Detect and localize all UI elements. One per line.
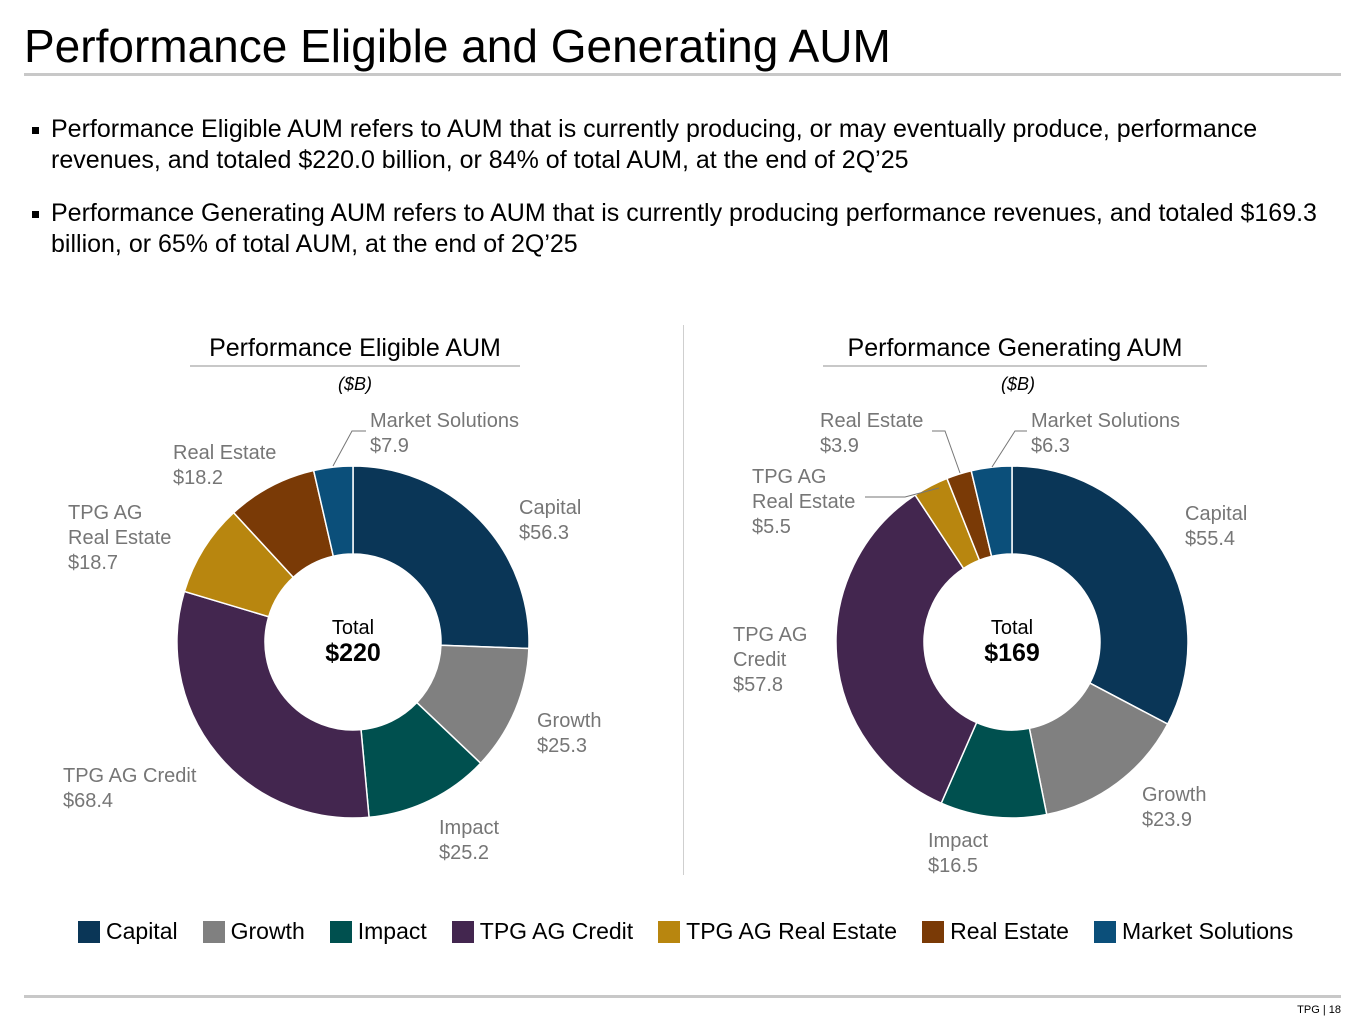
title-divider bbox=[24, 73, 1341, 76]
chart-title-eligible: Performance Eligible AUM bbox=[209, 334, 501, 362]
page-footer: TPG | 18 bbox=[1297, 1004, 1341, 1016]
center-label-generating: Total bbox=[991, 617, 1033, 639]
chart-title-generating: Performance Generating AUM bbox=[847, 334, 1183, 362]
legend-label-capital: Capital bbox=[106, 918, 178, 944]
legend-item-impact: Impact bbox=[329, 918, 427, 945]
legend-label-real-estate: Real Estate bbox=[950, 918, 1069, 944]
legend-swatch-market-solutions bbox=[1093, 920, 1116, 943]
chart-title-rule-eligible bbox=[190, 365, 520, 367]
page-title: Performance Eligible and Generating AUM bbox=[24, 20, 891, 72]
slice-label-eligible-real-estate: Real Estate $18.2 bbox=[173, 442, 276, 489]
donut-slice-generating-tpg-ag-credit bbox=[835, 494, 978, 805]
donut-slice-generating-growth bbox=[1028, 682, 1169, 816]
leader-line-generating-market-solutions bbox=[991, 430, 1027, 468]
donut-slice-generating-capital bbox=[1011, 465, 1189, 726]
donut-slice-eligible-tpg-ag-credit bbox=[176, 590, 370, 819]
slice-label-eligible-tpg-ag-credit: TPG AG Credit $68.4 bbox=[63, 765, 197, 812]
leader-line-generating-tpg-ag-real-estate bbox=[865, 487, 940, 498]
legend-swatch-capital bbox=[78, 920, 100, 943]
legend-label-tpg-ag-credit: TPG AG Credit bbox=[479, 918, 634, 944]
center-value-generating: $169 bbox=[984, 639, 1040, 667]
legend-item-growth: Growth bbox=[202, 918, 305, 945]
legend-swatch-real-estate bbox=[922, 920, 945, 943]
legend-swatch-tpg-ag-credit bbox=[451, 920, 474, 943]
legend-label-market-solutions: Market Solutions bbox=[1121, 918, 1294, 944]
slice-label-generating-real-estate: Real Estate $3.9 bbox=[820, 410, 923, 457]
footer-divider bbox=[24, 995, 1341, 998]
donut-slice-generating-market-solutions bbox=[970, 465, 1013, 558]
leader-line-eligible-market-solutions bbox=[332, 430, 366, 467]
leader-line-generating-real-estate bbox=[932, 430, 961, 474]
slice-label-eligible-market-solutions: Market Solutions $7.9 bbox=[370, 410, 519, 457]
slice-label-generating-tpg-ag-real-estate: TPG AG Real Estate $5.5 bbox=[752, 466, 855, 538]
unit-label-eligible: ($B) bbox=[337, 374, 372, 394]
legend-item-capital: Capital bbox=[78, 918, 178, 945]
legend-swatch-impact bbox=[329, 920, 352, 943]
slice-label-generating-growth: Growth $23.9 bbox=[1142, 784, 1206, 831]
legend-swatch-growth bbox=[202, 920, 225, 943]
chart-divider bbox=[683, 325, 684, 875]
slice-label-generating-capital: Capital $55.4 bbox=[1185, 503, 1247, 550]
legend-item-tpg-ag-credit: TPG AG Credit bbox=[451, 918, 634, 945]
bullet-list: Performance Eligible AUM refers to AUM t… bbox=[30, 114, 1340, 282]
slice-label-generating-impact: Impact $16.5 bbox=[928, 830, 988, 877]
legend-label-growth: Growth bbox=[230, 918, 305, 944]
donut-slice-eligible-capital bbox=[352, 465, 530, 650]
bullet-eligible: Performance Eligible AUM refers to AUM t… bbox=[30, 114, 1340, 176]
legend-label-impact: Impact bbox=[357, 918, 427, 944]
slice-label-eligible-growth: Growth $25.3 bbox=[537, 710, 601, 757]
legend-item-market-solutions: Market Solutions bbox=[1093, 918, 1294, 945]
legend-label-tpg-ag-real-estate: TPG AG Real Estate bbox=[686, 918, 898, 944]
bullet-generating: Performance Generating AUM refers to AUM… bbox=[30, 198, 1340, 260]
slice-label-eligible-tpg-ag-real-estate: TPG AG Real Estate $18.7 bbox=[68, 502, 171, 574]
slice-label-eligible-impact: Impact $25.2 bbox=[439, 817, 499, 864]
center-value-eligible: $220 bbox=[325, 639, 381, 667]
legend-swatch-tpg-ag-real-estate bbox=[658, 920, 681, 943]
unit-label-generating: ($B) bbox=[1000, 374, 1035, 394]
legend-item-real-estate: Real Estate bbox=[922, 918, 1069, 945]
legend: Capital Growth Impact TPG AG Credit TPG … bbox=[78, 918, 1318, 945]
center-label-eligible: Total bbox=[332, 617, 374, 639]
slice-label-generating-market-solutions: Market Solutions $6.3 bbox=[1031, 410, 1180, 457]
slice-label-eligible-capital: Capital $56.3 bbox=[519, 497, 581, 544]
slice-label-generating-tpg-ag-credit: TPG AG Credit $57.8 bbox=[733, 624, 807, 696]
donut-slice-eligible-market-solutions bbox=[312, 465, 354, 558]
chart-title-rule-generating bbox=[823, 365, 1207, 367]
legend-item-tpg-ag-real-estate: TPG AG Real Estate bbox=[658, 918, 897, 945]
